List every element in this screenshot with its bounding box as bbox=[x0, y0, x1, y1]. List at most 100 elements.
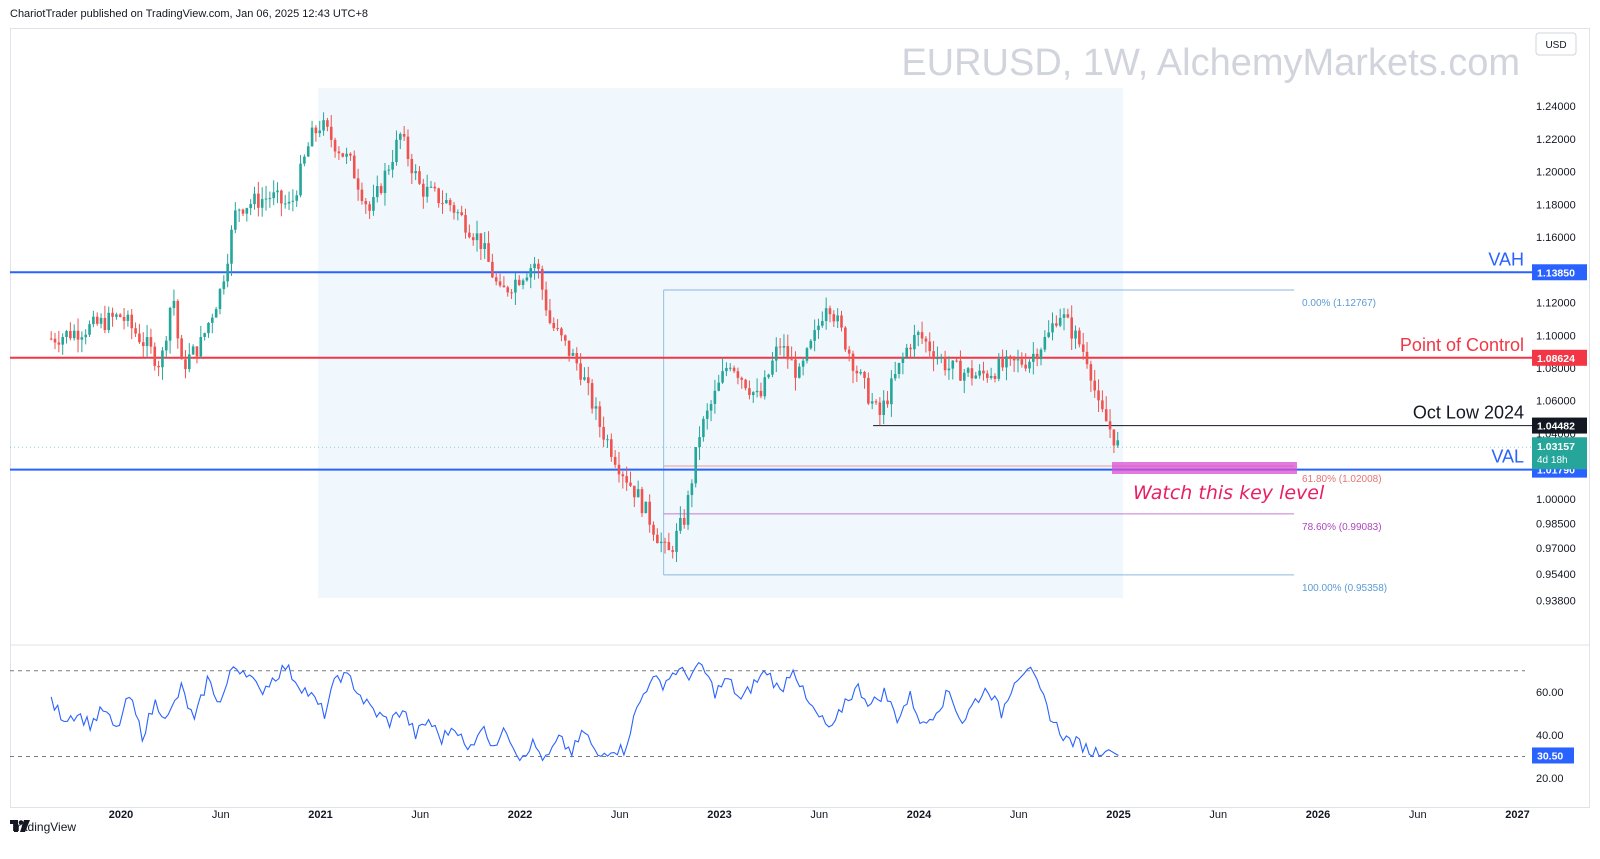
candle-body bbox=[882, 400, 886, 416]
level-price-box[interactable] bbox=[1532, 264, 1587, 281]
candle-body bbox=[563, 335, 567, 341]
candle-body bbox=[103, 317, 107, 331]
fib-level-label: 100.00% (0.95358) bbox=[1302, 583, 1387, 594]
candle-body bbox=[951, 360, 955, 369]
candle-body bbox=[943, 357, 947, 371]
candle-body bbox=[1066, 314, 1070, 318]
candle-body bbox=[510, 292, 513, 294]
candle-body bbox=[483, 243, 487, 249]
price-tick-label: 1.24000 bbox=[1536, 101, 1576, 113]
time-tick-label: 2027 bbox=[1505, 809, 1529, 821]
time-tick-label: 2020 bbox=[109, 809, 133, 821]
candle-body bbox=[441, 203, 444, 205]
candle-body bbox=[671, 550, 674, 552]
candle-body bbox=[1055, 323, 1058, 326]
candle-body bbox=[809, 340, 813, 349]
candle-body bbox=[878, 402, 882, 416]
candle-body bbox=[836, 315, 839, 322]
candle-body bbox=[913, 334, 916, 350]
candle-body bbox=[375, 186, 379, 198]
candle-body bbox=[1035, 353, 1039, 360]
candle-body bbox=[1009, 356, 1012, 358]
candle-body bbox=[556, 328, 559, 330]
candle-body bbox=[337, 151, 341, 154]
candle-body bbox=[199, 336, 203, 357]
candle-body bbox=[356, 178, 360, 190]
candle-body bbox=[306, 146, 310, 157]
candle-body bbox=[1024, 364, 1027, 369]
rsi-value-box[interactable] bbox=[1532, 747, 1574, 764]
candle-body bbox=[245, 208, 249, 214]
candle-body bbox=[610, 439, 613, 457]
level-price-box[interactable] bbox=[1532, 417, 1587, 434]
candle-body bbox=[905, 347, 909, 357]
candle-body bbox=[886, 400, 889, 405]
candle-body bbox=[352, 155, 356, 179]
candle-body bbox=[748, 388, 751, 396]
candle-body bbox=[448, 200, 452, 206]
candle-body bbox=[329, 126, 333, 140]
current-price-box[interactable] bbox=[1532, 437, 1587, 470]
key-level-zone[interactable] bbox=[1112, 462, 1297, 474]
currency-box[interactable] bbox=[1535, 32, 1577, 56]
candle-body bbox=[732, 367, 736, 372]
candle-body bbox=[544, 289, 548, 311]
level-name: Point of Control bbox=[1400, 335, 1524, 355]
time-axis[interactable]: 2020 Jun 2021 Jun 2022 Jun 2023 Jun 2024 Jun 2025 J… bbox=[109, 809, 1530, 821]
candle-body bbox=[138, 333, 141, 343]
candle-body bbox=[517, 279, 521, 285]
candle-body bbox=[425, 186, 429, 197]
time-tick-label: 2025 bbox=[1106, 809, 1130, 821]
candle-body bbox=[840, 315, 843, 328]
candle-body bbox=[717, 382, 721, 391]
candle-body bbox=[1093, 380, 1097, 391]
candle-body bbox=[303, 156, 306, 164]
horizontal-levels[interactable]: VAH 1.13850 Point of Control 1.08624 Oct Low… bbox=[10, 249, 1587, 478]
candle-body bbox=[798, 366, 801, 378]
candle-body bbox=[847, 349, 851, 354]
candle-series bbox=[49, 112, 1120, 563]
candle-body bbox=[859, 371, 862, 374]
candle-body bbox=[909, 347, 912, 350]
candle-body bbox=[901, 356, 905, 364]
candle-body bbox=[1062, 314, 1066, 318]
candle-body bbox=[49, 338, 53, 340]
candle-body bbox=[863, 371, 866, 378]
candle-body bbox=[126, 314, 130, 321]
candle-body bbox=[817, 325, 820, 331]
price-tick-label: 0.95400 bbox=[1536, 569, 1576, 581]
candle-body bbox=[272, 192, 275, 199]
candle-body bbox=[709, 403, 713, 411]
candle-body bbox=[498, 281, 502, 286]
level-price-box[interactable] bbox=[1532, 349, 1587, 366]
candle-body bbox=[890, 378, 893, 405]
candle-body bbox=[920, 332, 924, 339]
candle-body bbox=[299, 163, 302, 196]
candle-body bbox=[533, 263, 536, 269]
price-tick-label: 1.16000 bbox=[1536, 232, 1576, 244]
candle-body bbox=[191, 346, 195, 355]
candle-body bbox=[107, 312, 111, 331]
candle-body bbox=[621, 474, 625, 477]
candle-body bbox=[824, 308, 828, 322]
candle-body bbox=[1001, 358, 1004, 368]
candle-body bbox=[947, 368, 951, 371]
candle-body bbox=[702, 418, 705, 438]
candle-body bbox=[134, 328, 137, 334]
candle-body bbox=[95, 316, 99, 324]
candle-body bbox=[989, 375, 993, 378]
candle-body bbox=[1032, 353, 1035, 362]
fib-level-label: 78.60% (0.99083) bbox=[1302, 522, 1382, 533]
candle-body bbox=[721, 371, 724, 383]
candle-body bbox=[740, 377, 744, 380]
candle-body bbox=[383, 170, 387, 194]
candle-body bbox=[1074, 330, 1077, 339]
candle-body bbox=[287, 201, 291, 204]
candle-body bbox=[118, 314, 122, 317]
candle-body bbox=[851, 353, 855, 371]
candle-body bbox=[617, 464, 621, 475]
candle-body bbox=[283, 203, 287, 205]
candle-body bbox=[1020, 359, 1024, 365]
candle-body bbox=[72, 330, 76, 339]
